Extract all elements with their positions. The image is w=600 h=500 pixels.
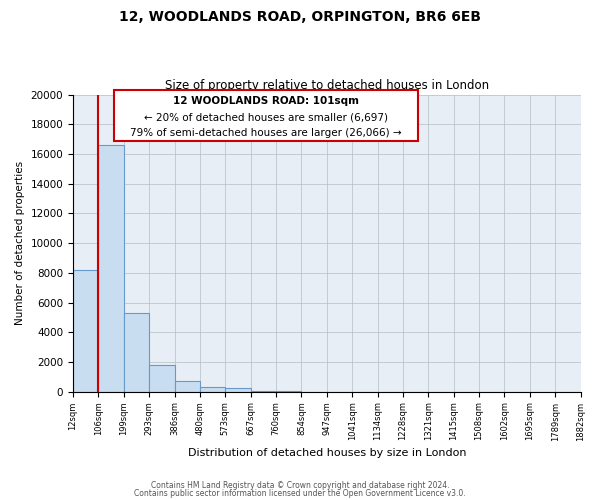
Bar [124, 313, 149, 392]
Text: 12, WOODLANDS ROAD, ORPINGTON, BR6 6EB: 12, WOODLANDS ROAD, ORPINGTON, BR6 6EB [119, 10, 481, 24]
Text: Contains HM Land Registry data © Crown copyright and database right 2024.: Contains HM Land Registry data © Crown c… [151, 481, 449, 490]
Text: 12 WOODLANDS ROAD: 101sqm: 12 WOODLANDS ROAD: 101sqm [173, 96, 359, 106]
Bar [175, 380, 200, 392]
Bar [225, 388, 251, 392]
Bar [251, 390, 276, 392]
Title: Size of property relative to detached houses in London: Size of property relative to detached ho… [165, 79, 489, 92]
Bar [149, 365, 175, 392]
Bar [98, 145, 124, 392]
Text: 79% of semi-detached houses are larger (26,066) →: 79% of semi-detached houses are larger (… [130, 128, 401, 138]
Text: ← 20% of detached houses are smaller (6,697): ← 20% of detached houses are smaller (6,… [144, 113, 388, 123]
Bar [276, 391, 301, 392]
Y-axis label: Number of detached properties: Number of detached properties [15, 161, 25, 325]
Bar [73, 270, 98, 392]
X-axis label: Distribution of detached houses by size in London: Distribution of detached houses by size … [188, 448, 466, 458]
Bar [200, 388, 225, 392]
FancyBboxPatch shape [113, 90, 418, 140]
Text: Contains public sector information licensed under the Open Government Licence v3: Contains public sector information licen… [134, 488, 466, 498]
